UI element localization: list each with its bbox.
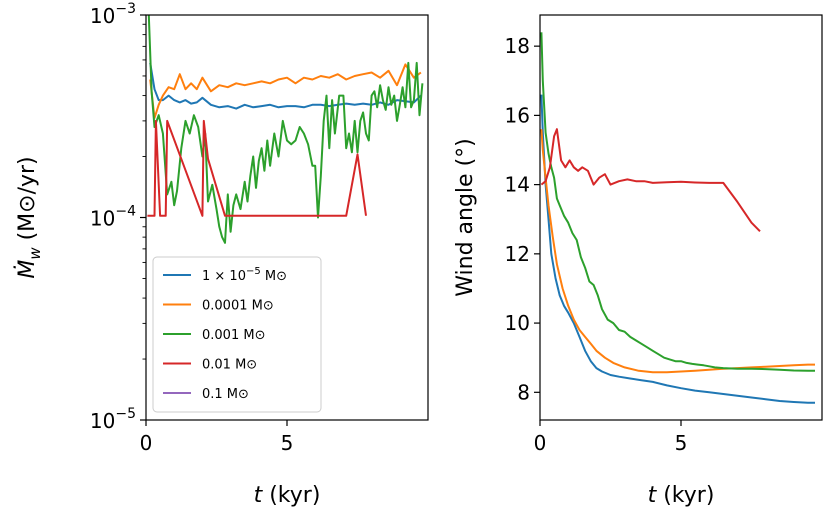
- x-tick-label: 0: [534, 431, 547, 455]
- y-tick-label: 14: [505, 173, 530, 197]
- y-tick-label: 16: [505, 103, 530, 127]
- y-tick-label: 8: [517, 380, 530, 404]
- series-line-1: [540, 129, 815, 374]
- y-tick-label: 12: [505, 242, 530, 266]
- x-axis-title: t (kyr): [648, 483, 715, 508]
- plot-frame: [539, 14, 823, 421]
- legend-box: [152, 256, 322, 413]
- series-line-0: [540, 94, 815, 404]
- series-line-3: [147, 119, 367, 217]
- series-line-1: [149, 63, 422, 119]
- legend-label: 0.1 M⊙: [202, 387, 249, 402]
- y-axis-title: Wind angle (°): [453, 138, 478, 296]
- x-tick-label: 5: [281, 431, 294, 455]
- panel-mass-loss-rate: 0 5 10−5 10−4 10−3 t (kyr) Ṁw (M⊙/yr) 1 × 10−5 …: [14, 1, 429, 508]
- series-line-2: [147, 15, 424, 244]
- legend-label: 0.0001 M⊙: [202, 299, 274, 314]
- x-tick-label: 0: [140, 431, 153, 455]
- x-axis-title: t (kyr): [254, 483, 321, 508]
- y-tick-label: 10−5: [90, 406, 136, 433]
- y-tick-label: 10−3: [90, 1, 136, 28]
- x-tick-label: 5: [675, 431, 688, 455]
- panel-wind-angle: 0 5 8 10 12 14 16 18 t (kyr) Wind angle (°): [453, 14, 823, 508]
- y-tick-label: 10: [505, 311, 530, 335]
- series-group: [540, 32, 815, 404]
- y-tick-label: 10−4: [90, 204, 136, 231]
- legend-label: 1 × 10−5 M⊙: [202, 266, 287, 284]
- legend-label: 0.01 M⊙: [202, 358, 257, 373]
- series-group: [147, 15, 424, 244]
- series-line-3: [540, 128, 761, 233]
- y-axis-title: Ṁw (M⊙/yr): [14, 156, 44, 278]
- legend: 1 × 10−5 M⊙ 0.0001 M⊙ 0.001 M⊙ 0.01 M⊙ 0.1 M…: [152, 256, 322, 413]
- y-tick-label: 18: [505, 34, 530, 58]
- legend-label: 0.001 M⊙: [202, 328, 265, 343]
- series-line-2: [540, 32, 815, 372]
